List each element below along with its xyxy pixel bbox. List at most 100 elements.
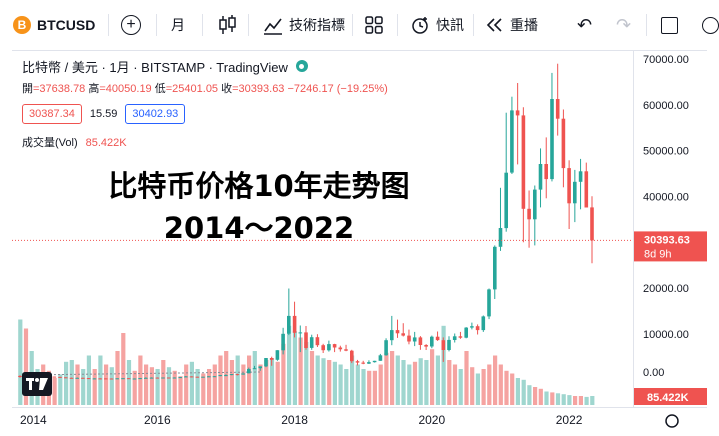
- volume-bar: [435, 355, 440, 405]
- volume-bar: [149, 367, 154, 405]
- candle-body: [367, 362, 371, 364]
- candle-body: [533, 189, 537, 220]
- volume-bar: [590, 396, 595, 405]
- fullscreen-button[interactable]: [661, 12, 678, 38]
- volume-bar: [475, 373, 480, 405]
- candle-body: [538, 164, 543, 190]
- candle-body: [172, 377, 177, 379]
- candle-body: [378, 355, 383, 361]
- price-axis-label: 20000.00: [643, 283, 689, 295]
- chart-type-button[interactable]: [218, 12, 238, 38]
- candle-body: [447, 339, 451, 350]
- market-status-icon[interactable]: [295, 60, 308, 72]
- candle-body: [189, 376, 194, 378]
- close-label: 收: [221, 83, 233, 95]
- compare-symbol-button[interactable]: +: [121, 12, 141, 38]
- bitcoin-icon: B: [13, 16, 31, 34]
- volume-bar: [264, 360, 269, 405]
- volume-bar: [166, 367, 172, 405]
- candle-body: [104, 378, 108, 380]
- volume-tag: [634, 388, 707, 405]
- volume-bar: [567, 395, 572, 405]
- time-axis[interactable]: [12, 407, 707, 436]
- volume-bar: [544, 391, 549, 405]
- candle-body: [384, 340, 388, 356]
- volume-bar: [350, 355, 355, 405]
- volume-legend[interactable]: 成交量(Vol) 85.422K: [22, 134, 127, 150]
- volume-bar: [298, 337, 303, 405]
- volume-bar: [321, 358, 326, 405]
- candle-body: [390, 330, 394, 341]
- volume-bar: [573, 396, 578, 405]
- candle-body: [321, 345, 325, 351]
- candle-body: [458, 336, 463, 338]
- interval-label: 月: [171, 17, 185, 33]
- indicators-button[interactable]: 技術指標: [263, 12, 345, 38]
- price-axis-label: 60000.00: [643, 100, 689, 112]
- symbol-description[interactable]: 比特幣 / 美元 · 1月 · BITSTAMP · TradingView: [22, 59, 288, 75]
- price-axis-label: 40000.00: [643, 192, 689, 204]
- buy-button[interactable]: 30402.93: [125, 104, 186, 124]
- volume-bar: [69, 360, 74, 405]
- grid-layout-icon: [365, 16, 383, 34]
- ohlc-values: 開=37638.78 高=40050.19 低=25401.05 收=30393…: [22, 80, 388, 96]
- symbol-label: BTCUSD: [37, 17, 96, 33]
- open-label: 開: [22, 83, 33, 95]
- candle-body: [550, 99, 554, 180]
- price-axis[interactable]: [633, 50, 707, 407]
- candle-body: [493, 246, 497, 290]
- candle-body: [269, 358, 274, 360]
- volume-bar: [578, 396, 583, 405]
- candle-body: [52, 376, 57, 378]
- volume-bar: [224, 351, 229, 405]
- candle-body: [355, 361, 360, 363]
- spread-value: 15.59: [89, 108, 118, 120]
- volume-bar: [109, 367, 114, 405]
- volume-bar: [527, 385, 532, 405]
- candle-body: [18, 375, 22, 377]
- redo-button[interactable]: ↷: [616, 12, 631, 38]
- volume-bar: [447, 360, 452, 405]
- volume-bar: [23, 328, 29, 405]
- layout-button[interactable]: [365, 12, 383, 38]
- volume-tag-value: 85.422K: [647, 392, 689, 404]
- candle-body: [207, 376, 211, 378]
- replay-label: 重播: [510, 17, 538, 33]
- volume-bar: [258, 364, 263, 405]
- volume-bar: [584, 396, 589, 405]
- undo-button[interactable]: ↶: [577, 12, 592, 38]
- alert-button[interactable]: 快訊: [410, 12, 464, 38]
- candle-body: [555, 99, 560, 119]
- candle-body: [481, 316, 486, 331]
- volume-label: 成交量(Vol): [22, 137, 78, 149]
- volume-bar: [555, 393, 561, 405]
- tradingview-logo[interactable]: [22, 372, 52, 396]
- candle-body: [590, 207, 594, 241]
- candle-body: [412, 337, 417, 342]
- volume-bar: [207, 369, 212, 405]
- candle-body: [332, 344, 337, 348]
- volume-bar: [458, 369, 463, 405]
- symbol-search-button[interactable]: B BTCUSD: [13, 12, 95, 38]
- volume-bar: [201, 373, 206, 405]
- candle-body: [149, 377, 154, 379]
- candle-body: [81, 377, 85, 379]
- volume-bar: [287, 325, 292, 405]
- volume-bar: [81, 369, 86, 405]
- chart-pane[interactable]: [12, 50, 707, 436]
- volume-bar: [378, 364, 383, 405]
- close-value: =30393.63: [232, 83, 285, 95]
- overlay-title-line2: 2014～2022: [163, 211, 355, 245]
- axis-labels: 70000.00 60000.00 50000.00 40000.00 20000.00…: [12, 54, 707, 428]
- volume-bar: [510, 373, 515, 405]
- sell-button[interactable]: 30387.34: [22, 104, 82, 124]
- interval-button[interactable]: 月: [171, 12, 185, 38]
- replay-button[interactable]: 重播: [486, 12, 538, 38]
- candle-body: [58, 376, 62, 378]
- toolbar-divider: [108, 14, 109, 36]
- open-value: =37638.78: [33, 83, 86, 95]
- candlesticks: [18, 63, 594, 380]
- candle-body: [327, 344, 331, 351]
- candle-body: [395, 330, 400, 334]
- volume-bar: [464, 351, 469, 405]
